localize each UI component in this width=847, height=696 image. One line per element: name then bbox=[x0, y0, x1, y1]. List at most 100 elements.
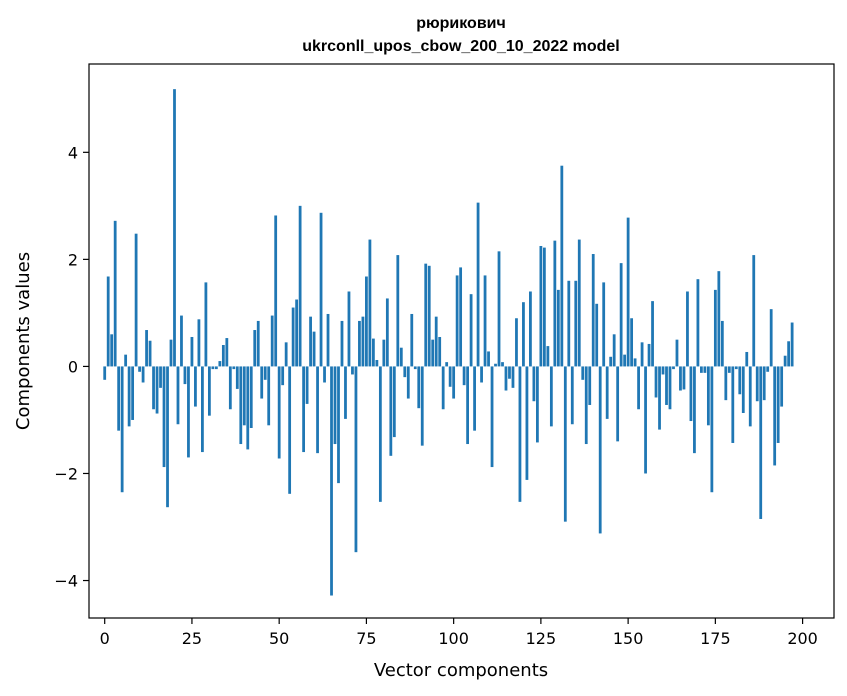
bar-180 bbox=[731, 366, 735, 443]
bar-145 bbox=[609, 356, 613, 367]
bar-179 bbox=[727, 366, 731, 373]
bar-17 bbox=[162, 366, 166, 468]
bar-86 bbox=[403, 366, 407, 378]
bar-157 bbox=[651, 301, 654, 367]
bar-3 bbox=[113, 220, 117, 367]
bar-166 bbox=[682, 366, 686, 390]
bar-181 bbox=[734, 366, 738, 370]
bar-133 bbox=[567, 280, 571, 367]
bar-72 bbox=[354, 366, 358, 553]
bar-101 bbox=[455, 275, 459, 367]
x-axis-ticks: 0 25 50 75 100 125 150 175 200 bbox=[100, 618, 818, 648]
bar-76 bbox=[368, 239, 372, 367]
bar-111 bbox=[490, 366, 494, 468]
bar-32 bbox=[214, 366, 218, 370]
bar-107 bbox=[476, 202, 480, 367]
bar-143 bbox=[602, 282, 606, 367]
bar-81 bbox=[385, 298, 389, 367]
bar-117 bbox=[511, 366, 515, 388]
bar-46 bbox=[263, 366, 267, 380]
bar-110 bbox=[487, 351, 490, 367]
bar-130 bbox=[556, 289, 560, 367]
bar-33 bbox=[218, 361, 222, 367]
bar-70 bbox=[347, 291, 351, 367]
bar-160 bbox=[661, 366, 665, 375]
bar-169 bbox=[693, 366, 696, 454]
bar-127 bbox=[546, 346, 550, 367]
bar-25 bbox=[190, 336, 194, 367]
bar-154 bbox=[640, 342, 644, 367]
bar-197 bbox=[790, 322, 794, 367]
x-tick-label: 100 bbox=[438, 629, 469, 648]
bar-61 bbox=[316, 366, 319, 454]
bar-14 bbox=[152, 366, 155, 410]
bar-50 bbox=[277, 366, 281, 459]
bar-74 bbox=[361, 316, 365, 367]
bar-196 bbox=[787, 341, 791, 367]
bar-8 bbox=[131, 366, 135, 420]
bar-40 bbox=[242, 366, 246, 426]
bar-172 bbox=[703, 366, 707, 373]
bar-90 bbox=[417, 366, 421, 409]
bar-71 bbox=[351, 366, 354, 375]
bar-168 bbox=[689, 366, 693, 422]
bar-18 bbox=[166, 366, 169, 508]
bar-10 bbox=[138, 366, 141, 372]
bar-146 bbox=[612, 334, 616, 367]
bar-153 bbox=[637, 366, 640, 410]
bars-group bbox=[103, 89, 794, 596]
bar-148 bbox=[619, 263, 623, 367]
bar-98 bbox=[445, 362, 449, 367]
x-tick-label: 125 bbox=[526, 629, 557, 648]
bar-51 bbox=[281, 366, 285, 386]
bar-184 bbox=[745, 351, 749, 367]
bar-20 bbox=[173, 89, 176, 367]
bar-89 bbox=[413, 366, 417, 370]
bar-116 bbox=[508, 366, 511, 379]
bar-176 bbox=[717, 271, 721, 367]
bar-120 bbox=[522, 302, 525, 367]
bar-142 bbox=[598, 366, 602, 534]
bar-23 bbox=[183, 366, 187, 385]
bar-63 bbox=[323, 366, 326, 383]
bar-31 bbox=[211, 366, 215, 370]
bar-44 bbox=[256, 320, 260, 367]
bar-6 bbox=[124, 354, 128, 367]
bar-128 bbox=[549, 366, 553, 427]
bar-75 bbox=[365, 276, 368, 367]
bar-156 bbox=[647, 343, 651, 367]
bar-125 bbox=[539, 245, 543, 367]
bar-42 bbox=[249, 366, 253, 428]
bar-170 bbox=[696, 279, 700, 367]
x-tick-label: 50 bbox=[269, 629, 289, 648]
x-tick-label: 150 bbox=[613, 629, 644, 648]
bar-152 bbox=[633, 358, 637, 367]
bar-77 bbox=[372, 338, 375, 367]
bar-27 bbox=[197, 319, 201, 367]
bar-16 bbox=[159, 366, 162, 388]
bar-182 bbox=[738, 366, 742, 395]
bar-52 bbox=[284, 342, 288, 367]
bar-132 bbox=[563, 366, 567, 522]
bar-177 bbox=[720, 320, 724, 367]
bar-171 bbox=[700, 366, 703, 373]
bar-126 bbox=[542, 247, 546, 367]
bar-62 bbox=[319, 212, 323, 367]
bar-122 bbox=[529, 291, 532, 367]
bar-159 bbox=[658, 366, 661, 430]
bar-0 bbox=[103, 366, 107, 380]
bar-158 bbox=[654, 366, 658, 398]
bar-144 bbox=[605, 366, 609, 419]
x-tick-label: 75 bbox=[356, 629, 376, 648]
bar-151 bbox=[630, 318, 634, 367]
bar-15 bbox=[155, 366, 159, 414]
bar-85 bbox=[399, 347, 403, 367]
bar-48 bbox=[270, 315, 274, 367]
bar-191 bbox=[769, 309, 773, 367]
bar-123 bbox=[532, 366, 536, 402]
bar-185 bbox=[748, 366, 752, 427]
bar-12 bbox=[145, 330, 148, 367]
bar-99 bbox=[448, 366, 452, 387]
bar-187 bbox=[755, 366, 759, 402]
bar-162 bbox=[668, 366, 672, 410]
